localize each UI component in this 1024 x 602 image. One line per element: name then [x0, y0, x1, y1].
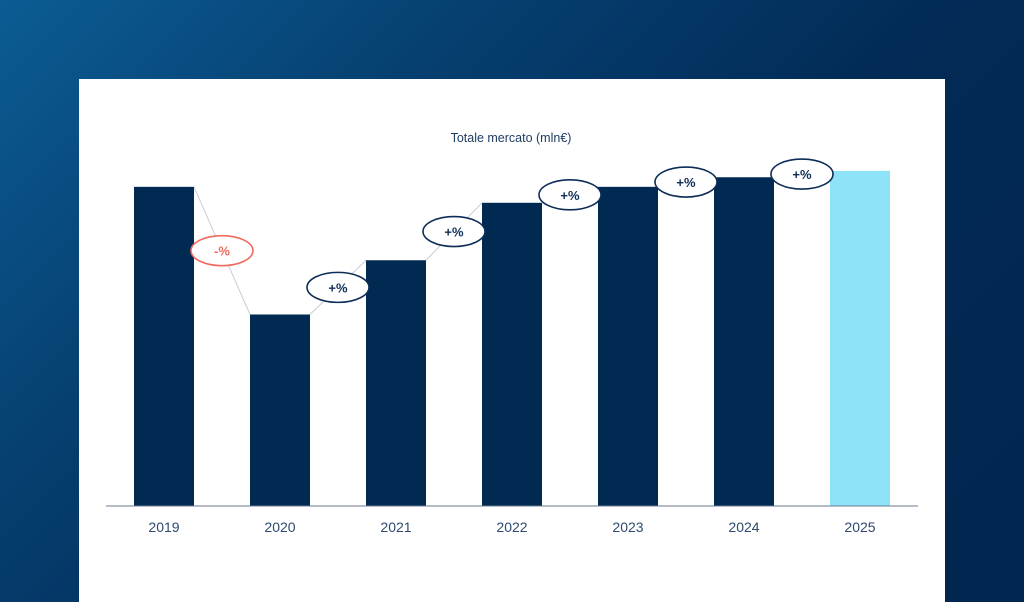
change-labels: -% +% +% +% +% +%: [190, 158, 834, 304]
bar-2025: [830, 170, 890, 506]
change-bubble: [654, 166, 718, 198]
change-bubble: [190, 234, 254, 267]
change-bubble: [538, 179, 602, 211]
x-tick-2020: 2020: [264, 519, 295, 535]
change-bubble: [306, 271, 370, 304]
change-label-2023-2024: +%: [654, 166, 718, 198]
chart-card: Totale mercato (mln€) 2019 2020 2021 2022 20…: [79, 79, 945, 602]
x-tick-2023: 2023: [612, 519, 643, 535]
bar-chart: Totale mercato (mln€) 2019 2020 2021 2022 20…: [106, 131, 918, 535]
change-bubble: [422, 215, 486, 248]
x-tick-2025: 2025: [844, 519, 875, 535]
change-label-2024-2025: +%: [770, 158, 834, 190]
change-label-text: -%: [214, 244, 230, 259]
change-label-2020-2021: +%: [306, 271, 370, 304]
bars: [134, 170, 890, 506]
bar-2024: [714, 177, 774, 506]
bar-2021: [366, 260, 426, 506]
x-tick-2022: 2022: [496, 519, 527, 535]
bar-2019: [134, 186, 194, 506]
bar-2022: [482, 202, 542, 506]
change-label-text: +%: [444, 225, 464, 240]
x-axis-ticks: 2019 2020 2021 2022 2023 2024 2025: [148, 519, 875, 535]
bar-2020: [250, 314, 310, 506]
change-label-2022-2023: +%: [538, 179, 602, 211]
change-label-text: +%: [328, 280, 348, 295]
change-label-text: +%: [792, 167, 812, 182]
x-tick-2024: 2024: [728, 519, 759, 535]
bar-2023: [598, 186, 658, 506]
change-bubble: [770, 158, 834, 190]
change-label-2019-2020: -%: [190, 234, 254, 267]
x-tick-2021: 2021: [380, 519, 411, 535]
change-label-2021-2022: +%: [422, 215, 486, 248]
change-label-text: +%: [560, 188, 580, 203]
x-tick-2019: 2019: [148, 519, 179, 535]
chart-title: Totale mercato (mln€): [451, 131, 572, 145]
change-label-text: +%: [676, 175, 696, 190]
